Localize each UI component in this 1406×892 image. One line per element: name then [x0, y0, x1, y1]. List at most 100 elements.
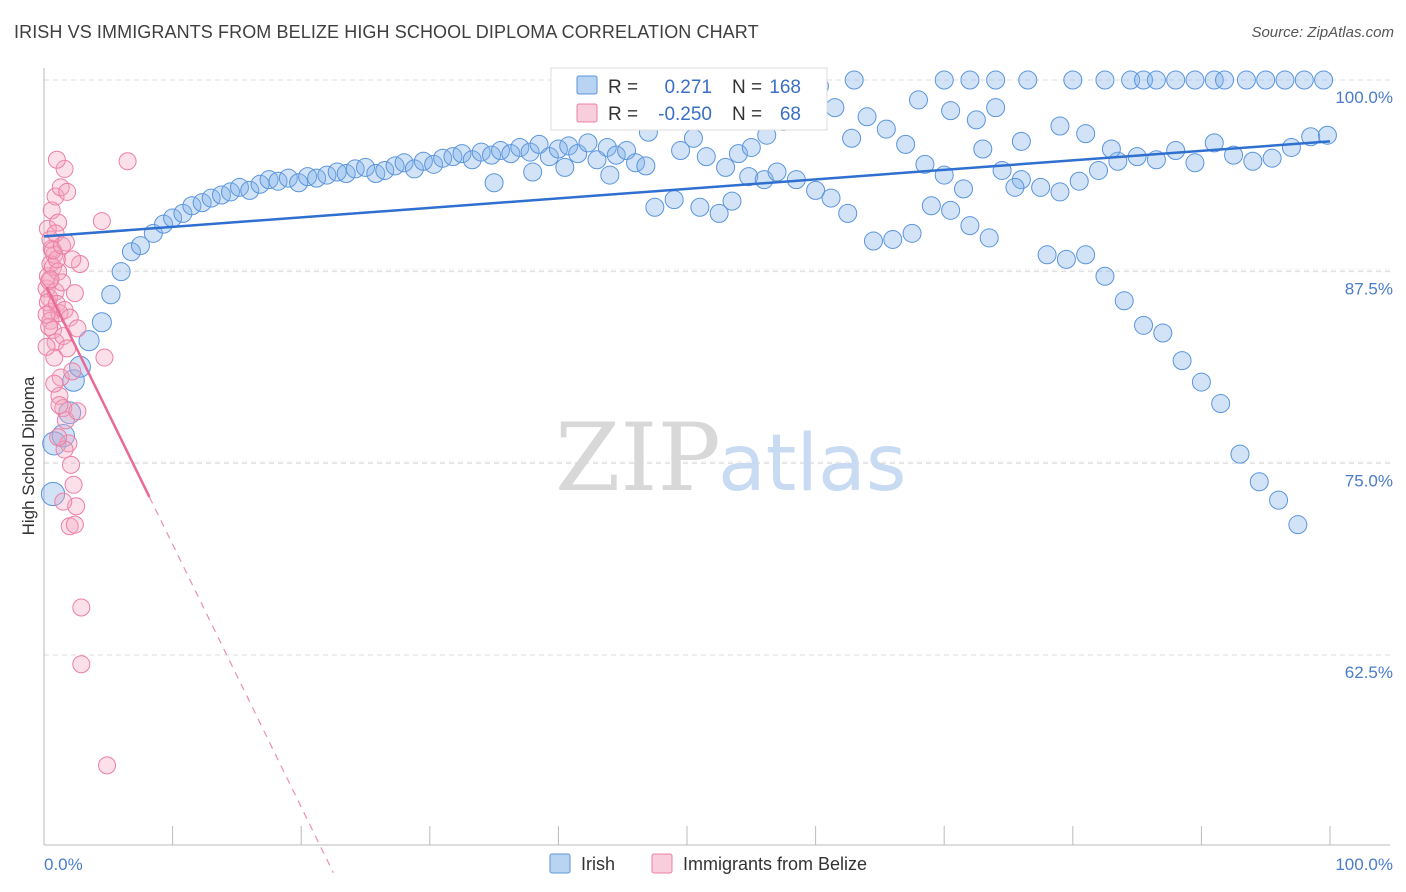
irish-point: [696, 147, 716, 167]
stats-swatch-irish: [576, 75, 598, 95]
stats-n-label-irish: N =: [732, 77, 762, 98]
irish-point: [986, 98, 1006, 118]
irish-point: [510, 137, 530, 157]
belize-point: [65, 284, 84, 303]
watermark-zip: ZIP: [555, 404, 721, 513]
irish-point: [1185, 70, 1205, 90]
chart-source: Source: ZipAtlas.com: [1251, 24, 1394, 41]
irish-point: [182, 196, 202, 216]
irish-point: [1031, 177, 1051, 197]
stats-swatch-belize: [576, 103, 598, 123]
irish-point: [966, 110, 986, 130]
x-tick-label: 100.0%: [1335, 855, 1393, 874]
irish-point: [1011, 170, 1031, 190]
irish-point: [902, 223, 922, 243]
irish-point: [921, 196, 941, 216]
irish-point: [626, 153, 646, 173]
belize-point: [64, 475, 83, 494]
legend-swatch-belize: [651, 853, 673, 874]
irish-point: [587, 150, 607, 170]
irish-point: [1037, 245, 1057, 265]
belize-point: [68, 402, 87, 421]
irish-point: [1215, 70, 1235, 90]
irish-point: [842, 128, 862, 148]
watermark: ZIP atlas: [555, 404, 907, 513]
irish-point: [1114, 291, 1134, 311]
belize-point: [118, 152, 137, 171]
belize-trendline-extension: [148, 496, 334, 873]
irish-point: [1076, 245, 1096, 265]
irish-point: [838, 203, 858, 223]
belize-point: [37, 305, 56, 324]
irish-point: [491, 141, 511, 161]
irish-point: [844, 70, 864, 90]
irish-point: [220, 182, 240, 202]
belize-points: [37, 150, 137, 775]
y-tick-label: 62.5%: [1345, 663, 1393, 682]
irish-point: [1011, 131, 1031, 151]
tick-labels: 62.5% 75.0% 87.5% 100.0% 0.0% 100.0%: [44, 88, 1393, 874]
irish-point: [1185, 153, 1205, 173]
belize-point: [63, 362, 82, 381]
irish-point: [529, 134, 549, 154]
x-tick-label: 0.0%: [44, 855, 83, 874]
irish-point: [645, 197, 665, 217]
belize-point: [53, 273, 72, 292]
irish-point: [1146, 70, 1166, 90]
irish-point: [767, 162, 787, 182]
irish-point: [960, 216, 980, 236]
belize-point: [68, 319, 87, 338]
belize-trendline: [45, 286, 151, 498]
legend-label-belize: Immigrants from Belize: [683, 854, 867, 874]
legend: Irish Immigrants from Belize: [549, 853, 867, 874]
y-tick-label: 87.5%: [1345, 280, 1393, 299]
irish-point: [268, 171, 288, 191]
irish-point: [741, 137, 761, 157]
irish-point: [821, 188, 841, 208]
belize-point: [47, 150, 66, 169]
irish-point: [1166, 70, 1186, 90]
irish-point: [1101, 139, 1121, 159]
stats-r-label-belize: R =: [608, 104, 638, 125]
belize-point: [47, 250, 66, 269]
irish-point: [1153, 323, 1173, 343]
belize-point: [63, 250, 82, 269]
irish-point: [484, 173, 504, 193]
belize-point: [37, 337, 56, 356]
irish-point: [915, 154, 935, 174]
irish-point: [345, 159, 365, 179]
irish-point: [683, 128, 703, 148]
irish-trendline: [43, 140, 1331, 238]
stats-n-value-belize: 68: [780, 104, 801, 125]
irish-point: [78, 330, 100, 352]
irish-point: [1230, 444, 1250, 464]
irish-point: [1018, 70, 1038, 90]
irish-point: [250, 174, 270, 194]
irish-point: [229, 177, 249, 197]
irish-point: [1211, 394, 1231, 414]
irish-point: [941, 200, 961, 220]
irish-point: [1269, 490, 1289, 510]
irish-point: [1005, 177, 1025, 197]
irish-point: [1262, 148, 1282, 168]
stats-n-label-belize: N =: [732, 104, 762, 125]
irish-point: [857, 107, 877, 127]
irish-point: [523, 162, 543, 182]
irish-point: [716, 157, 736, 177]
belize-point: [46, 224, 65, 243]
irish-point: [908, 90, 928, 110]
belize-point: [50, 396, 69, 415]
belize-point: [65, 515, 84, 534]
irish-point: [130, 236, 150, 256]
irish-point: [1294, 70, 1314, 90]
belize-point: [46, 187, 65, 206]
irish-point: [1095, 70, 1115, 90]
irish-point: [636, 156, 656, 176]
irish-point: [471, 142, 491, 162]
stats-n-value-irish: 168: [769, 77, 801, 98]
irish-point: [934, 70, 954, 90]
irish-point: [1236, 70, 1256, 90]
belize-point: [49, 213, 68, 232]
irish-point: [201, 188, 221, 208]
trendlines: [43, 140, 1331, 873]
